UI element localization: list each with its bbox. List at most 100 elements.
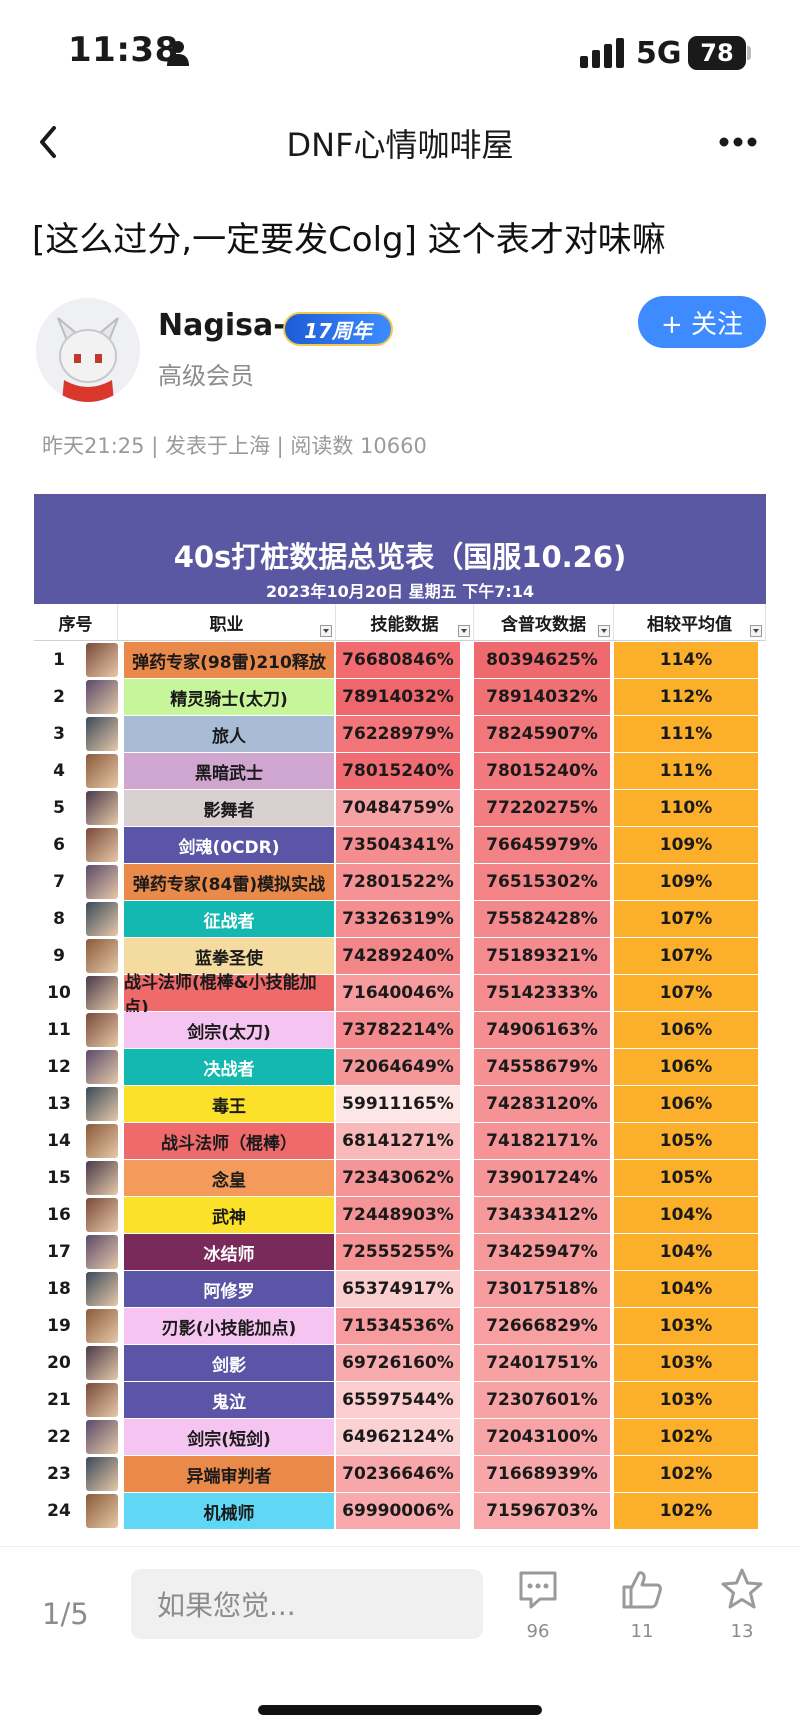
filter-icon <box>750 625 762 637</box>
job-portrait-icon <box>86 1087 118 1121</box>
post-meta: 昨天21:25 | 发表于上海 | 阅读数 10660 <box>42 434 427 458</box>
favorite-button[interactable]: 13 <box>712 1567 772 1647</box>
row-average-ratio: 103% <box>614 1345 758 1381</box>
row-skill-value: 76680846% <box>336 642 460 678</box>
job-portrait-icon <box>86 643 118 677</box>
table-row: 16 武神 72448903% 73433412% 104% <box>34 1197 766 1234</box>
job-portrait-icon <box>86 1161 118 1195</box>
row-total-value: 72666829% <box>474 1308 610 1344</box>
avatar[interactable] <box>36 298 140 402</box>
row-average-ratio: 109% <box>614 827 758 863</box>
row-skill-value: 73504341% <box>336 827 460 863</box>
row-total-value: 72043100% <box>474 1419 610 1455</box>
row-rank: 4 <box>53 761 65 781</box>
table-row: 23 异端审判者 70236646% 71668939% 102% <box>34 1456 766 1493</box>
row-job: 决战者 <box>124 1049 334 1085</box>
job-portrait-icon <box>86 1457 118 1491</box>
page-indicator: 1/5 <box>42 1597 89 1631</box>
row-skill-value: 71534536% <box>336 1308 460 1344</box>
job-portrait-icon <box>86 680 118 714</box>
job-portrait-icon <box>86 939 118 973</box>
battery-icon: 78 <box>688 36 746 70</box>
job-portrait-icon <box>86 1124 118 1158</box>
home-indicator <box>258 1705 542 1715</box>
row-skill-value: 72801522% <box>336 864 460 900</box>
table-row: 1 弹药专家(98雷)210释放 76680846% 80394625% 114% <box>34 642 766 679</box>
row-rank: 22 <box>47 1427 71 1447</box>
table-row: 21 鬼泣 65597544% 72307601% 103% <box>34 1382 766 1419</box>
row-total-value: 75189321% <box>474 938 610 974</box>
row-skill-value: 70236646% <box>336 1456 460 1492</box>
row-average-ratio: 106% <box>614 1086 758 1122</box>
row-average-ratio: 109% <box>614 864 758 900</box>
table-title: 40s打桩数据总览表（国服10.26) <box>173 540 627 574</box>
table-row: 22 剑宗(短剑) 64962124% 72043100% 102% <box>34 1419 766 1456</box>
follow-button[interactable]: + 关注 <box>638 296 766 348</box>
col-header-avg: 相较平均值 <box>614 604 766 641</box>
row-average-ratio: 106% <box>614 1049 758 1085</box>
row-job: 冰结师 <box>124 1234 334 1270</box>
back-icon[interactable] <box>34 120 64 164</box>
like-button[interactable]: 11 <box>612 1567 672 1647</box>
col-header-skill-label: 技能数据 <box>370 614 439 635</box>
row-skill-value: 78914032% <box>336 679 460 715</box>
row-job: 剑影 <box>124 1345 334 1381</box>
row-rank: 11 <box>47 1020 71 1040</box>
row-job: 剑宗(太刀) <box>124 1012 334 1048</box>
filter-icon <box>458 625 470 637</box>
row-job: 念皇 <box>124 1160 334 1196</box>
row-job: 武神 <box>124 1197 334 1233</box>
comment-button[interactable]: 96 <box>508 1567 568 1647</box>
avatar-image <box>36 298 140 402</box>
row-skill-value: 73782214% <box>336 1012 460 1048</box>
page-title: DNF心情咖啡屋 <box>286 126 514 164</box>
row-average-ratio: 105% <box>614 1160 758 1196</box>
row-rank: 12 <box>47 1057 71 1077</box>
row-job: 剑魂(0CDR) <box>124 827 334 863</box>
data-table-image[interactable]: 40s打桩数据总览表（国服10.26) 2023年10月20日 星期五 下午7:… <box>34 494 766 1544</box>
job-portrait-icon <box>86 1383 118 1417</box>
row-total-value: 74283120% <box>474 1086 610 1122</box>
row-rank: 19 <box>47 1316 71 1336</box>
row-skill-value: 69990006% <box>336 1493 460 1529</box>
row-average-ratio: 102% <box>614 1493 758 1529</box>
row-skill-value: 71640046% <box>336 975 460 1011</box>
table-row: 17 冰结师 72555255% 73425947% 104% <box>34 1234 766 1271</box>
status-bar: 11:38 5G 78 <box>0 0 800 100</box>
row-job: 弹药专家(84雷)模拟实战 <box>124 864 334 900</box>
job-portrait-icon <box>86 1309 118 1343</box>
row-total-value: 72307601% <box>474 1382 610 1418</box>
table-row: 13 毒王 59911165% 74283120% 106% <box>34 1086 766 1123</box>
row-skill-value: 72064649% <box>336 1049 460 1085</box>
row-total-value: 73433412% <box>474 1197 610 1233</box>
row-skill-value: 68141271% <box>336 1123 460 1159</box>
row-job: 影舞者 <box>124 790 334 826</box>
post-title: [这么过分,一定要发Colg] 这个表才对味嘛 <box>32 220 666 260</box>
row-rank: 20 <box>47 1353 71 1373</box>
table-row: 18 阿修罗 65374917% 73017518% 104% <box>34 1271 766 1308</box>
table-row: 3 旅人 76228979% 78245907% 111% <box>34 716 766 753</box>
row-job: 战斗法师(棍棒&小技能加点) <box>124 973 334 1018</box>
row-rank: 14 <box>47 1131 71 1151</box>
more-icon[interactable] <box>718 136 758 148</box>
table-body: 1 弹药专家(98雷)210释放 76680846% 80394625% 114% 2 精灵… <box>34 642 766 1530</box>
row-rank: 13 <box>47 1094 71 1114</box>
table-row: 19 刃影(小技能加点) 71534536% 72666829% 103% <box>34 1308 766 1345</box>
comment-input[interactable]: 如果您觉... <box>131 1569 483 1639</box>
job-portrait-icon <box>86 1494 118 1528</box>
row-job: 弹药专家(98雷)210释放 <box>124 642 334 678</box>
col-header-total: 含普攻数据 <box>474 604 614 641</box>
table-row: 4 黑暗武士 78015240% 78015240% 111% <box>34 753 766 790</box>
row-rank: 18 <box>47 1279 71 1299</box>
row-total-value: 73425947% <box>474 1234 610 1270</box>
job-portrait-icon <box>86 1420 118 1454</box>
author-name[interactable]: Nagisa- <box>158 308 286 343</box>
job-portrait-icon <box>86 791 118 825</box>
row-total-value: 74558679% <box>474 1049 610 1085</box>
battery-level: 78 <box>700 39 734 67</box>
col-header-job-label: 职业 <box>209 614 244 635</box>
table-row: 6 剑魂(0CDR) 73504341% 76645979% 109% <box>34 827 766 864</box>
row-total-value: 75142333% <box>474 975 610 1011</box>
row-rank: 21 <box>47 1390 71 1410</box>
table-row: 9 蓝拳圣使 74289240% 75189321% 107% <box>34 938 766 975</box>
